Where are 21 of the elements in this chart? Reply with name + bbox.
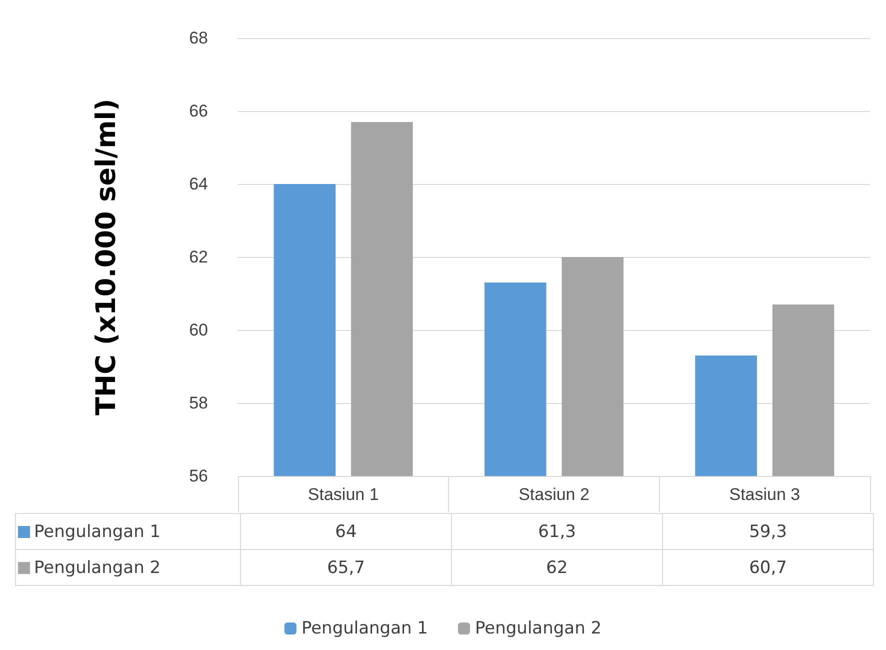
data-label: 61,3 [452, 514, 662, 550]
x-tick-label: Stasiun 2 [518, 485, 590, 504]
x-tick-label: Stasiun 3 [729, 485, 800, 504]
y-tick-label: 62 [189, 248, 208, 266]
data-label: 65,7 [240, 550, 452, 586]
y-tick-label: 58 [189, 394, 208, 412]
data-label: 60,7 [662, 550, 874, 586]
text: Pengulangan 2 [34, 558, 161, 578]
legend-label: Pengulangan 1 [16, 514, 240, 550]
y-tick-label: 64 [189, 174, 208, 194]
legend-label: Pengulangan 2 [475, 618, 602, 638]
y-tick-label: 56 [189, 466, 208, 486]
data-label: 59,3 [662, 514, 874, 550]
data-label: 62 [452, 550, 662, 586]
y-tick-label: 66 [189, 102, 208, 120]
y-tick-label: 68 [189, 28, 208, 48]
y-tick-label: 60 [189, 320, 208, 340]
text: Pengulangan 1 [301, 618, 428, 638]
x-tick-label: Stasiun 1 [308, 485, 379, 504]
y-axis-title: THC (x10.000 sel/ml) [91, 98, 122, 416]
data-label: 64 [240, 514, 452, 550]
